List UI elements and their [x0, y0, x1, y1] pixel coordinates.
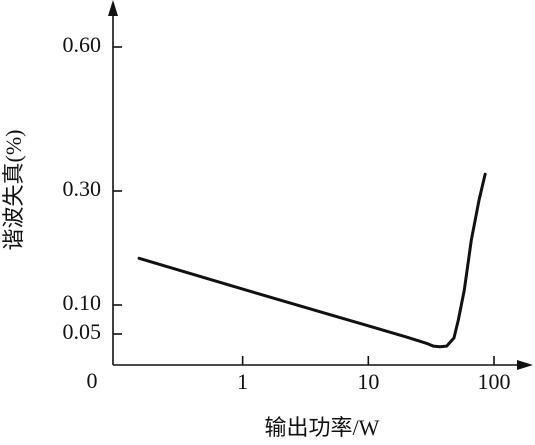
- y-axis-arrow: [108, 0, 118, 16]
- x-tick-label: 100: [478, 369, 511, 394]
- x-tick-label: 10: [357, 369, 379, 394]
- y-tick-label: 0.30: [63, 176, 102, 201]
- x-axis-arrow: [517, 360, 533, 370]
- data-line: [137, 172, 487, 349]
- y-axis-label: 谐波失真(%): [1, 130, 26, 251]
- x-axis-label: 输出功率/W: [265, 415, 380, 440]
- y-tick-label: 0: [87, 368, 98, 393]
- x-tick-label: 1: [237, 369, 248, 394]
- y-tick-label: 0.05: [63, 319, 102, 344]
- y-tick-label: 0.60: [63, 32, 102, 57]
- y-tick-label: 0.10: [63, 290, 102, 315]
